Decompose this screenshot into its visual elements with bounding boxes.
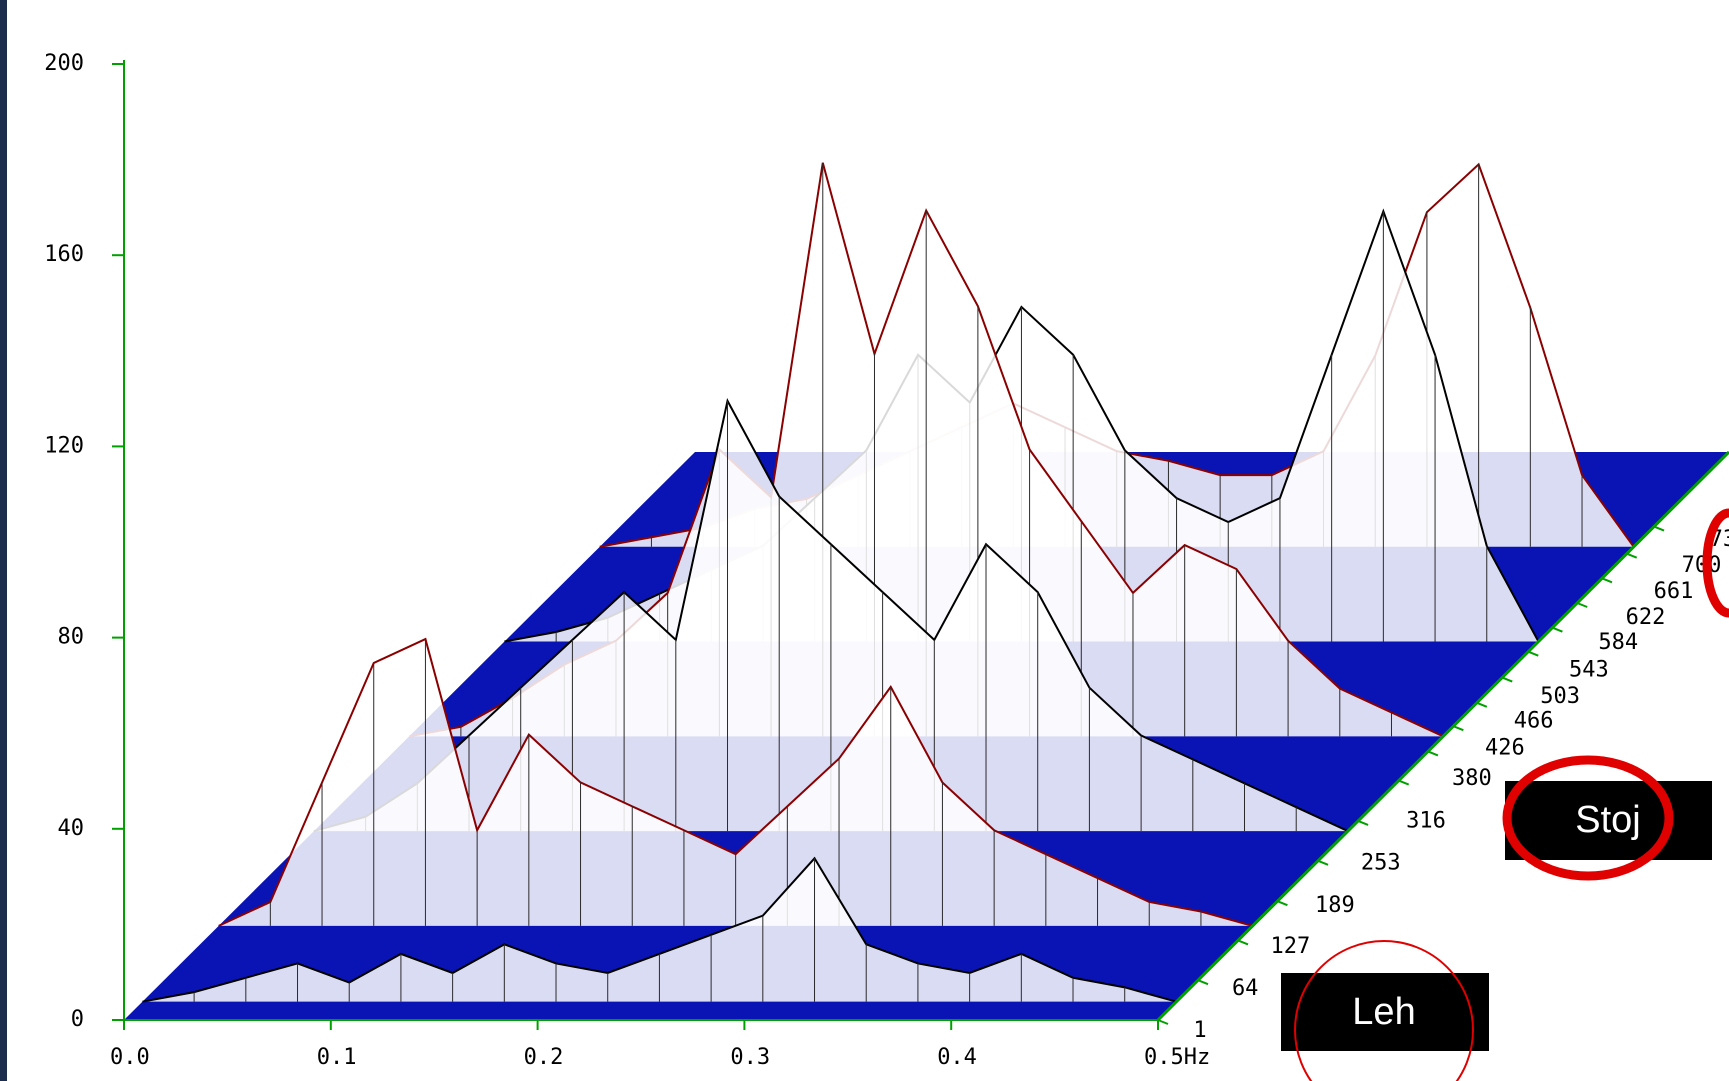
z-tick-label: 584 xyxy=(1598,630,1638,655)
z-tick-label: 543 xyxy=(1569,657,1609,682)
x-tick-label: 0.0 xyxy=(110,1045,150,1070)
z-tick xyxy=(1198,980,1208,984)
x-tick-label: 0.3 xyxy=(730,1045,770,1070)
chart: 0 40 80 120 160 200 0.0 0.1 0.2 0.3 0.4 0.5Hz1 64 127… xyxy=(0,0,1729,1081)
y-tick-label: 80 xyxy=(58,625,85,650)
y-tick-label: 160 xyxy=(44,242,84,267)
z-tick xyxy=(1428,751,1438,755)
z-tick-label: 127 xyxy=(1271,934,1311,959)
annotation: Leh xyxy=(1352,991,1415,1033)
z-tick xyxy=(1158,1020,1168,1024)
z-tick-label: 466 xyxy=(1514,709,1554,734)
x-tick-label: 0.4 xyxy=(937,1045,977,1070)
z-tick xyxy=(1502,678,1512,682)
z-tick-label: 64 xyxy=(1232,976,1259,1001)
z-tick-label: 661 xyxy=(1654,579,1694,604)
x-tick-label: 0.2 xyxy=(524,1045,564,1070)
z-tick xyxy=(1358,821,1368,825)
left-edge xyxy=(0,0,7,1081)
annotation: Stoj xyxy=(1575,799,1640,841)
z-tick-label: 1 xyxy=(1193,1018,1206,1043)
y-tick-label: 40 xyxy=(58,816,85,841)
x-tick-label: 0.5Hz xyxy=(1144,1045,1210,1070)
z-tick-label: 189 xyxy=(1315,893,1355,918)
y-tick-label: 120 xyxy=(44,433,84,458)
y-tick-label: 200 xyxy=(44,51,84,76)
z-tick-label: 622 xyxy=(1626,605,1666,630)
z-tick xyxy=(1238,940,1248,944)
z-tick-label: 380 xyxy=(1452,766,1492,791)
z-tick xyxy=(1399,781,1409,785)
z-tick xyxy=(1453,726,1463,730)
z-tick xyxy=(1477,703,1487,707)
z-tick-label: 316 xyxy=(1406,808,1446,833)
y-tick-label: 0 xyxy=(71,1007,84,1032)
z-tick xyxy=(1552,628,1562,632)
z-tick-label: 253 xyxy=(1361,850,1401,875)
z-tick xyxy=(1577,603,1587,607)
z-tick-label: 503 xyxy=(1540,684,1580,709)
z-tick xyxy=(1654,527,1664,531)
z-tick xyxy=(1602,578,1612,582)
z-tick xyxy=(1528,652,1538,656)
z-tick xyxy=(1277,901,1287,905)
z-tick-label: 426 xyxy=(1485,735,1525,760)
z-tick xyxy=(1627,554,1637,558)
z-tick-label: 700 xyxy=(1682,553,1722,578)
z-tick xyxy=(1318,861,1328,865)
surface xyxy=(142,163,1633,1002)
x-tick-label: 0.1 xyxy=(317,1045,357,1070)
